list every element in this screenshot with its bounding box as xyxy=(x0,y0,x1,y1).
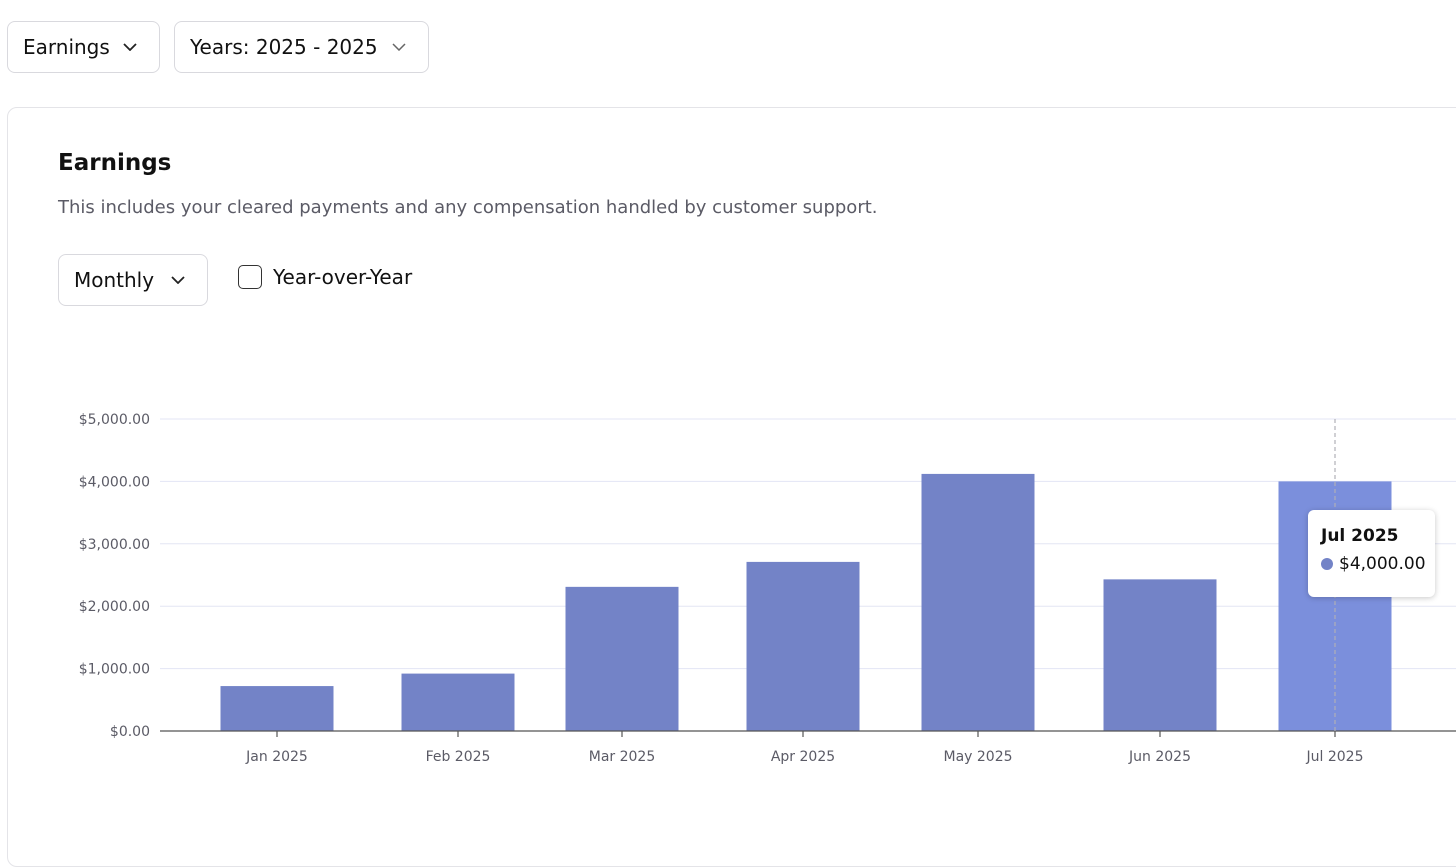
bar-may-2025 xyxy=(921,473,1035,731)
yoy-toggle[interactable]: Year-over-Year xyxy=(238,265,412,289)
x-tick-label: Feb 2025 xyxy=(426,749,491,765)
series-dot-icon xyxy=(1321,558,1333,570)
metric-dropdown[interactable]: Earnings xyxy=(7,21,160,73)
years-dropdown-label: Years: 2025 - 2025 xyxy=(190,35,378,59)
y-tick-label: $2,000.00 xyxy=(79,599,150,615)
tooltip-title: Jul 2025 xyxy=(1321,526,1399,546)
bar-jan-2025 xyxy=(220,686,334,731)
x-tick-label: May 2025 xyxy=(943,749,1012,765)
card-title: Earnings xyxy=(58,150,172,176)
x-tick-label: Jul 2025 xyxy=(1306,749,1364,765)
chart-tooltip: Jul 2025 $4,000.00 xyxy=(1308,510,1435,597)
chevron-down-icon xyxy=(123,43,137,51)
x-tick-label: Jun 2025 xyxy=(1128,749,1191,765)
tooltip-value: $4,000.00 xyxy=(1339,554,1426,574)
chevron-down-icon xyxy=(392,43,406,51)
x-tick-label: Mar 2025 xyxy=(589,749,656,765)
earnings-card xyxy=(7,107,1456,867)
y-tick-label: $5,000.00 xyxy=(79,412,150,428)
yoy-label: Year-over-Year xyxy=(273,265,413,289)
bar-mar-2025 xyxy=(565,586,679,731)
bar-jun-2025 xyxy=(1103,579,1217,731)
checkbox-icon[interactable] xyxy=(238,265,262,289)
card-subtitle: This includes your cleared payments and … xyxy=(58,197,878,218)
y-tick-label: $3,000.00 xyxy=(79,537,150,553)
bar-feb-2025 xyxy=(401,673,515,731)
interval-dropdown[interactable]: Monthly xyxy=(58,254,208,306)
y-tick-label: $0.00 xyxy=(110,724,150,740)
x-tick-label: Jan 2025 xyxy=(245,749,308,765)
metric-dropdown-label: Earnings xyxy=(23,35,110,59)
interval-dropdown-label: Monthly xyxy=(74,268,155,292)
years-dropdown[interactable]: Years: 2025 - 2025 xyxy=(174,21,429,73)
chevron-down-icon xyxy=(171,276,185,284)
x-tick-label: Apr 2025 xyxy=(771,749,835,765)
y-tick-label: $4,000.00 xyxy=(79,474,150,490)
earnings-chart: $0.00 $1,000.00 $2,000.00 $3,000.00 $4,000.0… xyxy=(79,412,1456,765)
tooltip-row: $4,000.00 xyxy=(1321,554,1435,574)
bar-apr-2025 xyxy=(746,561,860,731)
y-tick-label: $1,000.00 xyxy=(79,662,150,678)
